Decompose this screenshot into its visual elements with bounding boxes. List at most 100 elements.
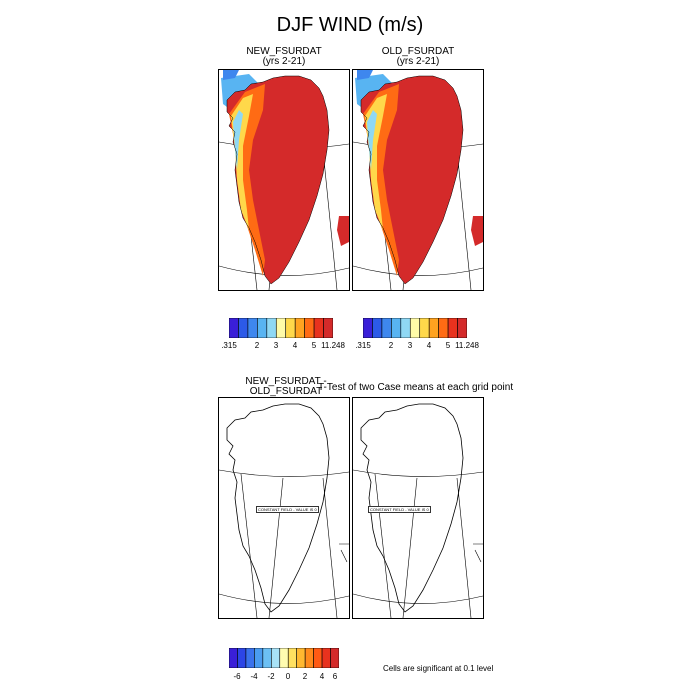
colorbar-tick-label: 0 [285,672,291,681]
colorbar-swatch [321,648,331,668]
coastline [473,543,483,563]
colorbar-swatch [363,318,373,338]
coastline [226,403,330,613]
colorbar-old-labels: .315 2 3 4 5 11.248 [355,341,479,351]
colorbar-tick-label: 2 [388,341,394,350]
colorbar-tick-label: -2 [267,672,275,681]
colorbar-swatch [323,318,333,338]
colorbar-swatch [266,318,277,338]
constant-field-label: CONSTANT FIELD - VALUE IS 0 [368,506,431,513]
colorbar-difference [229,648,339,668]
colorbar-tick-label: 5 [311,341,317,350]
colorbar-swatch [237,648,247,668]
colorbar-tick-label: 6 [332,672,338,681]
wind-zone-blue [223,70,239,80]
colorbar-swatch [279,648,289,668]
map-difference: CONSTANT FIELD - VALUE IS 0 [218,397,350,619]
colorbar-swatch [428,318,439,338]
wind-zone-blue [357,70,373,80]
colorbar-tick-label: 11.248 [321,341,345,350]
colorbar-swatch [254,648,264,668]
latitude-line [219,469,349,477]
colorbar-swatch [330,648,339,668]
colorbar-swatch [247,318,258,338]
map-difference-plot [219,403,349,618]
colorbar-swatch [304,318,315,338]
panel-title-diff: NEW_FSURDAT - OLD_FSURDAT [245,376,327,397]
colorbar-tick-label: 3 [273,341,279,350]
colorbar-swatch [457,318,467,338]
panel-title-new: NEW_FSURDAT (yrs 2-21) [218,47,350,67]
colorbar-tick-label: 2 [302,672,308,681]
colorbar-tick-label: 5 [445,341,451,350]
longitude-line [456,477,472,618]
colorbar-swatch [275,318,287,338]
panel-title-old: OLD_FSURDAT (yrs 2-21) [352,47,484,67]
map-ttest: CONSTANT FIELD - VALUE IS 0 [352,397,484,619]
longitude-line [268,477,284,618]
colorbar-swatch [313,648,323,668]
colorbar-tick-label: 3 [407,341,413,350]
coastline [360,75,464,285]
colorbar-swatch [245,648,255,668]
colorbar-swatch [409,318,421,338]
colorbar-tick-label: 4 [319,672,325,681]
figure-title: DJF WIND (m/s) [276,14,424,36]
map-new-fsurdat [218,69,350,291]
colorbar-swatch [438,318,449,338]
colorbar-swatch [313,318,324,338]
map-ttest-plot [353,403,483,618]
colorbar-new [229,318,333,338]
colorbar-swatch [294,318,305,338]
panel-title-old-name: OLD_FSURDAT [381,46,455,57]
panel-title-new-years: (yrs 2-21) [262,56,306,67]
colorbar-difference-labels: -6 -4 -2 0 2 4 6 [229,672,339,682]
colorbar-swatch [257,318,268,338]
colorbar-swatch [238,318,249,338]
longitude-line [240,473,258,618]
colorbar-swatch [381,318,392,338]
longitude-line [374,473,392,618]
coastline [339,543,349,563]
colorbar-swatch [262,648,272,668]
latitude-line [219,593,349,604]
colorbar-swatch [229,318,239,338]
map-old-fsurdat [352,69,484,291]
colorbar-swatch [304,648,314,668]
longitude-line [402,477,418,618]
colorbar-swatch [296,648,306,668]
colorbar-swatch [419,318,430,338]
wind-zone-red [337,216,349,246]
colorbar-swatch [391,318,402,338]
coastline [360,403,464,613]
constant-field-label: CONSTANT FIELD - VALUE IS 0 [256,506,319,513]
colorbar-swatch [447,318,458,338]
colorbar-tick-label: 11.248 [455,341,479,350]
colorbar-swatch [285,318,296,338]
latitude-line [353,469,483,477]
longitude-line [322,477,338,618]
colorbar-swatch [400,318,411,338]
colorbar-tick-label: .315 [221,341,237,350]
coastline [226,75,330,285]
latitude-line [353,593,483,604]
colorbar-tick-label: 2 [254,341,260,350]
longitude-line [456,149,472,290]
colorbar-tick-label: 4 [292,341,298,350]
panel-title-ttest: T-Test of two Case means at each grid po… [318,382,514,393]
panel-title-old-years: (yrs 2-21) [396,56,440,67]
colorbar-tick-label: -4 [250,672,258,681]
panel-title-new-name: NEW_FSURDAT [246,46,322,57]
latitude-line [353,265,483,276]
significance-note: Cells are significant at 0.1 level [383,664,494,673]
colorbar-new-labels: .315 2 3 4 5 11.248 [221,341,345,351]
wind-zone-cyan [367,110,377,170]
map-old-fsurdat-plot [353,70,483,290]
colorbar-tick-label: 4 [426,341,432,350]
colorbar-swatch [372,318,383,338]
colorbar-swatch [271,648,281,668]
map-new-fsurdat-plot [219,70,349,290]
colorbar-old [363,318,467,338]
colorbar-tick-label: -6 [233,672,241,681]
wind-zone-red [471,216,483,246]
